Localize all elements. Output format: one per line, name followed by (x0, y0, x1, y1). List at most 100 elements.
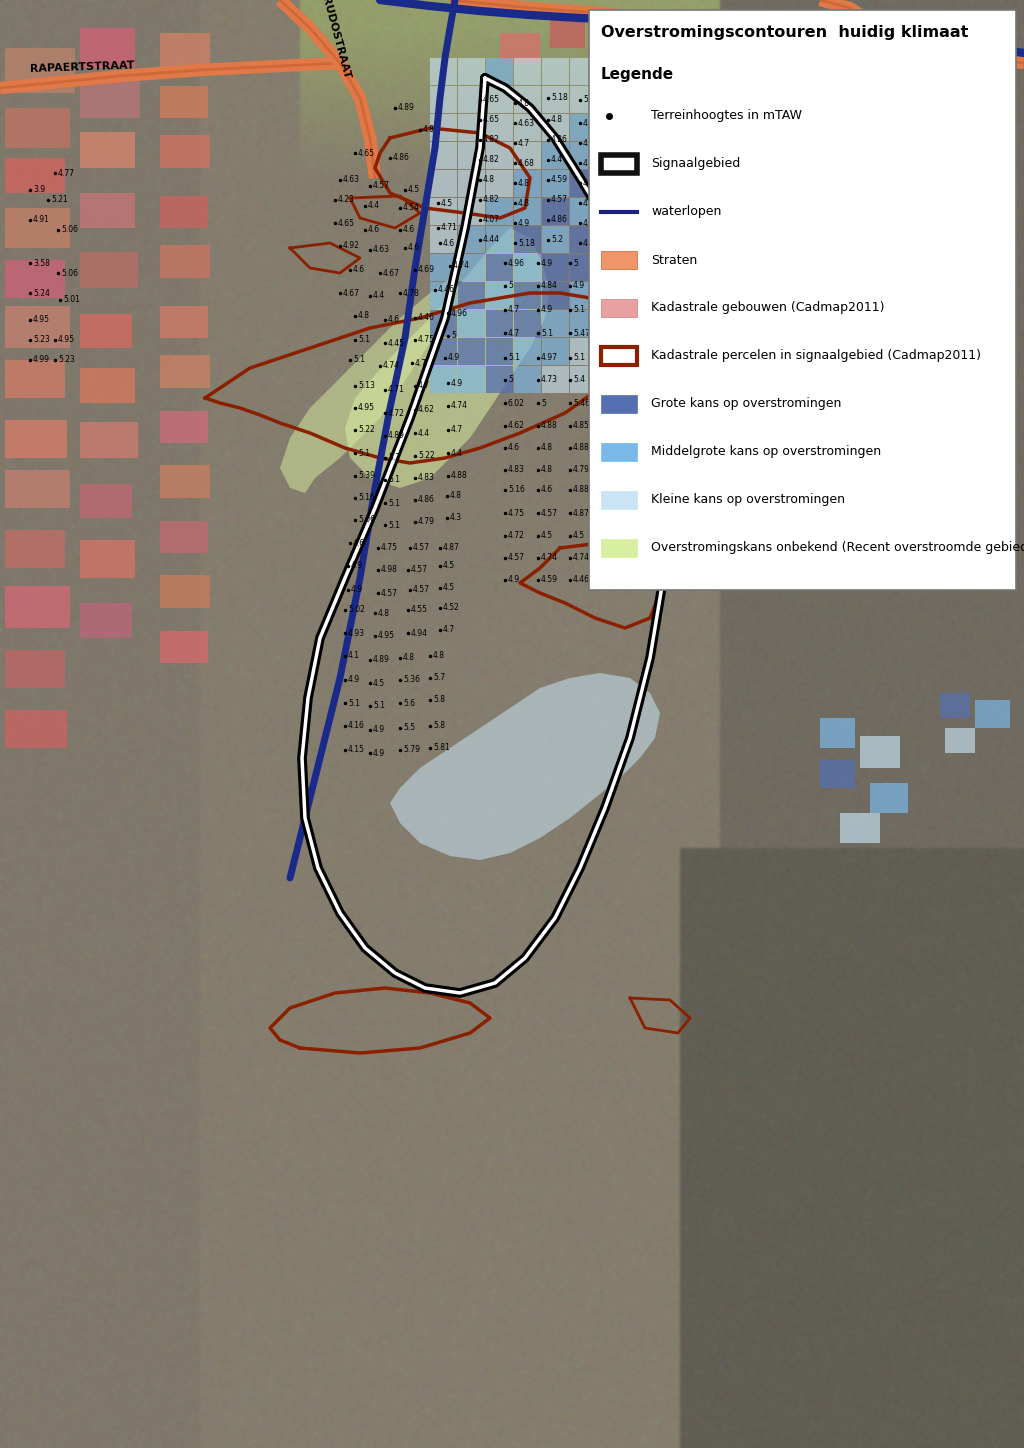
Bar (570, 226, 597, 253)
Bar (570, 282, 597, 308)
Text: 4.88: 4.88 (451, 472, 468, 481)
Bar (654, 282, 681, 308)
Bar (514, 226, 541, 253)
Text: 5.1: 5.1 (573, 353, 585, 362)
Text: 4.74: 4.74 (573, 553, 590, 562)
Text: 4.5: 4.5 (541, 531, 553, 540)
Text: 4.6: 4.6 (643, 216, 655, 224)
Bar (720, 68, 760, 98)
Bar (486, 310, 513, 337)
Bar (570, 253, 597, 281)
Text: 4.16: 4.16 (348, 721, 365, 730)
Bar (542, 337, 569, 365)
Text: 4.6: 4.6 (408, 243, 420, 252)
Text: 5.06: 5.06 (61, 268, 78, 278)
Text: 5.22: 5.22 (621, 452, 638, 460)
Text: 4.5: 4.5 (408, 185, 420, 194)
Text: 4.5: 4.5 (613, 211, 625, 220)
Text: 5.57: 5.57 (828, 198, 845, 207)
Text: 4.74: 4.74 (453, 262, 470, 271)
Text: 4.45: 4.45 (388, 339, 406, 348)
Text: 4.85: 4.85 (693, 222, 710, 230)
Text: 4.75: 4.75 (613, 232, 630, 240)
Text: 4.9: 4.9 (449, 353, 460, 362)
Text: .92: .92 (623, 342, 635, 350)
Text: 4.77: 4.77 (613, 191, 630, 200)
Text: 4.74: 4.74 (603, 508, 620, 517)
Bar (654, 85, 681, 113)
Text: 5.24: 5.24 (33, 288, 50, 297)
Bar (590, 25, 628, 54)
Text: 5.59: 5.59 (688, 385, 705, 394)
Text: 5.22: 5.22 (658, 452, 675, 460)
Text: 5.1: 5.1 (353, 356, 365, 365)
Bar (626, 282, 653, 308)
Text: 4.57: 4.57 (541, 508, 558, 517)
Text: 5.55: 5.55 (688, 362, 705, 371)
Bar (920, 30, 958, 58)
Text: 5.8: 5.8 (433, 721, 445, 730)
Text: 4.98: 4.98 (381, 566, 398, 575)
Bar (626, 85, 653, 113)
Bar (160, 465, 210, 498)
Bar (160, 195, 208, 227)
Text: 5.12: 5.12 (643, 126, 659, 135)
Bar (160, 521, 208, 553)
Text: 4.9: 4.9 (373, 749, 385, 757)
Bar (160, 245, 210, 278)
Text: 4.65: 4.65 (643, 195, 660, 204)
Bar (458, 198, 485, 224)
Bar (486, 253, 513, 281)
Bar (486, 226, 513, 253)
Text: 4.59: 4.59 (541, 575, 558, 585)
Bar (486, 142, 513, 169)
Bar (598, 282, 625, 308)
Text: 4.6: 4.6 (758, 101, 770, 110)
Text: 4.77: 4.77 (603, 259, 620, 268)
Text: 5.03: 5.03 (718, 452, 735, 460)
Text: 5.57: 5.57 (718, 429, 735, 437)
Bar (458, 169, 485, 197)
Text: 5.5: 5.5 (658, 311, 670, 320)
Text: 4.9: 4.9 (518, 219, 530, 227)
Bar (514, 253, 541, 281)
Bar (80, 252, 138, 288)
Bar (601, 251, 637, 269)
Text: 4.85: 4.85 (583, 178, 600, 187)
Text: 4.65: 4.65 (723, 198, 740, 207)
Text: 4.55: 4.55 (411, 605, 428, 614)
Bar (486, 58, 513, 85)
Text: 4.7: 4.7 (508, 306, 520, 314)
Text: 5.1: 5.1 (388, 498, 400, 507)
Text: 4.6: 4.6 (368, 226, 380, 235)
Text: 5.5: 5.5 (693, 316, 706, 324)
Text: 5.36: 5.36 (403, 676, 420, 685)
Bar (820, 760, 855, 788)
Bar (80, 484, 132, 518)
Bar (80, 80, 140, 117)
Text: 4.52: 4.52 (443, 604, 460, 613)
Text: 4.3: 4.3 (450, 514, 462, 523)
Text: 5.6: 5.6 (793, 195, 805, 204)
Text: 4.75: 4.75 (418, 336, 435, 345)
Bar (601, 155, 637, 172)
Bar (458, 85, 485, 113)
Text: 4.96: 4.96 (451, 308, 468, 317)
Text: 4.7: 4.7 (693, 129, 706, 138)
Text: 5.6: 5.6 (688, 432, 700, 440)
Text: 4.57: 4.57 (413, 543, 430, 553)
Bar (760, 59, 795, 88)
Bar (514, 310, 541, 337)
Bar (430, 198, 457, 224)
Text: 4.97: 4.97 (541, 353, 558, 362)
Text: 5: 5 (573, 259, 578, 268)
Bar (5, 261, 65, 298)
Text: 5.09: 5.09 (863, 129, 880, 138)
Text: 4.67: 4.67 (583, 139, 600, 148)
Text: 5.46: 5.46 (573, 398, 590, 407)
Bar (5, 361, 65, 398)
Text: 5.7: 5.7 (433, 673, 445, 682)
Bar (570, 310, 597, 337)
Text: 5.36: 5.36 (723, 336, 740, 345)
Bar (514, 366, 541, 392)
